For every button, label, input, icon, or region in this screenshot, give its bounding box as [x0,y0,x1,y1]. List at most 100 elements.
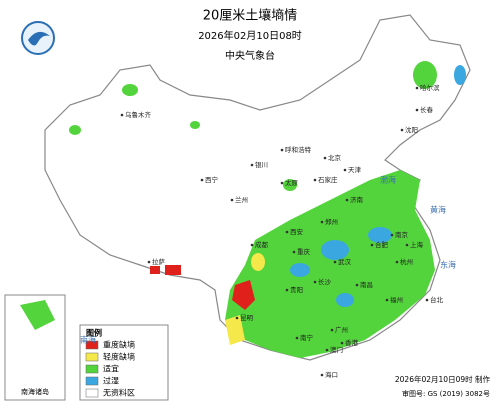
city-label: 昆明 [240,314,254,322]
footer-approval: 审图号: GS (2019) 3082号 [402,389,490,398]
legend-label: 过湿 [103,376,119,386]
city-label: 南京 [395,230,409,239]
city-label: 台北 [430,295,444,304]
city-label: 广州 [335,325,348,334]
city-label: 石家庄 [318,175,338,184]
legend-swatch [85,364,99,374]
city-label: 南昌 [360,280,373,289]
city-dot [200,178,204,182]
city-label: 哈尔滨 [420,83,440,92]
city-dot [250,243,254,247]
wet-area [290,263,310,277]
city-dot [425,298,429,302]
city-label: 福州 [390,295,403,304]
city-dot [320,373,324,377]
city-dot [285,288,289,292]
city-label: 济南 [350,195,364,204]
logo-mark [28,31,50,46]
severe-dry [150,266,160,274]
legend-swatch [85,376,99,386]
city-dot [415,108,419,112]
city-label: 郑州 [325,218,338,226]
city-dot [343,168,347,172]
city-dot [285,230,289,234]
title: 20厘米土壤墒情 [203,8,298,24]
city-label: 西宁 [205,175,219,184]
legend-swatch [85,340,99,350]
light-dry [225,315,245,345]
legend-swatch [85,388,99,398]
city-dot [405,243,409,247]
wet-area [336,293,354,307]
patch [190,121,200,129]
city-label: 杭州 [400,257,413,266]
city-dot [370,243,374,247]
patch [413,61,437,89]
wet-areas [290,65,466,307]
patch [122,84,138,96]
legend-label: 适宜 [103,364,119,374]
patch [69,125,81,135]
patch [283,179,297,191]
city-label: 乌鲁木齐 [125,110,152,119]
city-dot [313,280,317,284]
severe-dry [165,265,181,275]
city-label: 银川 [255,160,268,169]
green-patches [69,61,437,191]
wet-area [321,240,349,260]
city-label: 呼和浩特 [285,145,312,154]
light-dry [251,253,265,271]
city-dot [295,336,299,340]
city-dot [250,163,254,167]
city-dot [235,316,239,320]
legend-title: 图例 [86,328,102,338]
city-label: 香港 [345,338,359,347]
city-dot [400,128,404,132]
legend-label: 轻度缺墒 [103,352,135,362]
legend-swatch [85,352,99,362]
city-label: 澳门 [330,345,343,354]
sea-label: 渤海 [380,175,396,185]
city-label: 长春 [420,105,434,114]
city-dot [355,283,359,287]
city-dot [330,328,334,332]
city-dot [280,148,284,152]
city-dot [333,260,337,264]
city-dot [280,181,284,185]
city-dot [390,233,394,237]
city-dot [147,260,151,264]
time: 2026年02月10日08时 [198,29,302,42]
city-label: 西安 [290,227,304,236]
agency: 中央气象台 [225,49,275,62]
city-dot [120,113,124,117]
sea-label: 南海 [80,335,96,345]
dry-areas [150,253,265,345]
legend-box [79,324,169,401]
city-label: 南宁 [300,333,314,342]
city-label: 北京 [328,153,342,162]
city-dot [313,178,317,182]
city-label: 长沙 [318,277,332,286]
footer-made: 2026年02月10日09时 制作 [395,374,491,384]
city-label: 合肥 [375,240,389,249]
city-dot [292,250,296,254]
sea-label: 东海 [440,260,456,270]
city-dot [395,260,399,264]
city-label: 上海 [410,240,424,249]
city-label: 太原 [285,178,299,187]
city-dot [345,198,349,202]
sea-label: 黄海 [430,205,446,215]
city-dot [230,198,234,202]
inset-land [20,300,55,330]
city-dot [385,298,389,302]
suitable-region [225,170,435,358]
wet-area [454,65,466,85]
city-dot [320,220,324,224]
legend-label: 无资料区 [103,388,135,398]
city-dot [323,156,327,160]
city-label: 沈阳 [405,125,418,134]
wet-area [368,227,392,243]
severe-dry [232,280,255,310]
city-dot [340,341,344,345]
